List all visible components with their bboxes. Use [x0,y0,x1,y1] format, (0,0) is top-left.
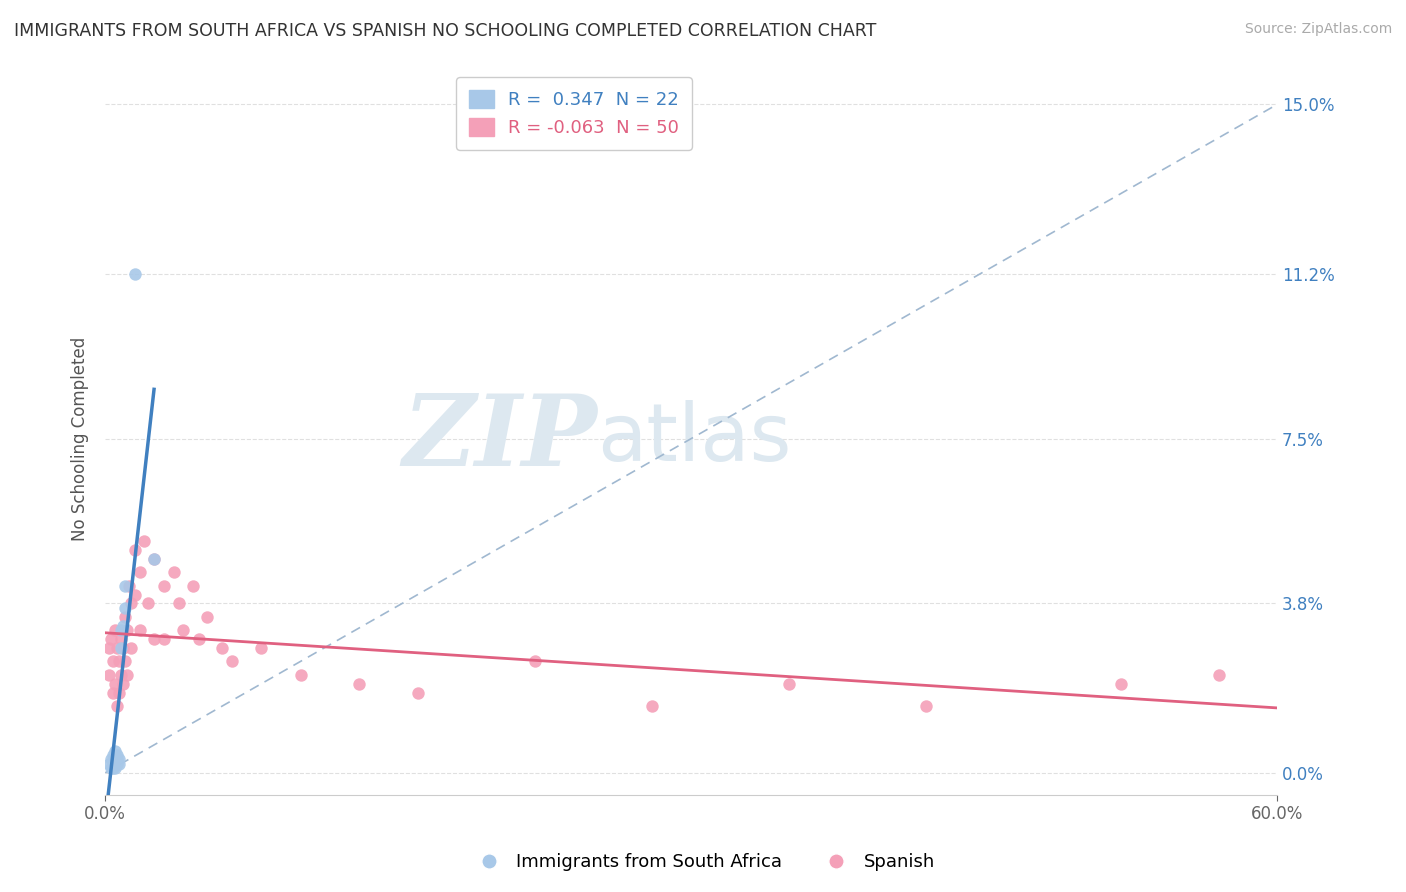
Point [124,543,146,558]
Point [110,624,132,638]
Point [211,640,233,655]
Point [641,698,664,713]
Text: atlas: atlas [598,400,792,477]
Point [104,743,127,757]
Point [105,752,128,766]
Point [114,601,136,615]
Point [105,640,128,655]
Point [195,610,218,624]
Text: ZIP: ZIP [402,391,598,487]
Point [115,624,138,638]
Point [1208,667,1230,681]
Point [172,624,194,638]
Point [221,654,243,668]
Point [100,761,122,775]
Legend: R =  0.347  N = 22, R = -0.063  N = 50: R = 0.347 N = 22, R = -0.063 N = 50 [456,77,692,150]
Point [114,654,136,668]
Point [101,747,124,762]
Point [129,566,152,580]
Point [406,685,429,699]
Point [129,624,152,638]
Point [101,761,124,775]
Point [100,632,122,646]
Y-axis label: No Schooling Completed: No Schooling Completed [72,336,89,541]
Point [100,752,122,766]
Point [114,579,136,593]
Point [124,267,146,281]
Point [153,579,176,593]
Point [111,676,134,690]
Point [114,610,136,624]
Point [110,632,132,646]
Point [188,632,211,646]
Point [1109,676,1132,690]
Point [101,654,124,668]
Point [523,654,546,668]
Point [104,624,127,638]
Point [98,667,121,681]
Point [111,619,134,633]
Point [105,747,128,762]
Point [104,752,127,766]
Point [143,552,166,566]
Point [162,566,184,580]
Point [101,685,124,699]
Point [104,756,127,771]
Point [108,752,131,766]
Legend: Immigrants from South Africa, Spanish: Immigrants from South Africa, Spanish [464,847,942,879]
Point [110,640,132,655]
Point [120,597,142,611]
Point [290,667,312,681]
Point [110,667,132,681]
Point [347,676,370,690]
Point [111,640,134,655]
Point [108,685,131,699]
Point [108,654,131,668]
Point [169,597,191,611]
Point [134,534,156,549]
Point [914,698,936,713]
Text: Source: ZipAtlas.com: Source: ZipAtlas.com [1244,22,1392,37]
Point [108,756,131,771]
Text: IMMIGRANTS FROM SOUTH AFRICA VS SPANISH NO SCHOOLING COMPLETED CORRELATION CHART: IMMIGRANTS FROM SOUTH AFRICA VS SPANISH … [14,22,876,40]
Point [153,632,176,646]
Point [778,676,800,690]
Point [98,640,121,655]
Point [181,579,204,593]
Point [115,667,138,681]
Point [124,588,146,602]
Point [105,698,128,713]
Point [98,756,121,771]
Point [250,640,273,655]
Point [143,632,166,646]
Point [104,676,127,690]
Point [101,756,124,771]
Point [105,756,128,771]
Point [118,579,141,593]
Point [136,597,159,611]
Point [104,761,127,775]
Point [143,552,166,566]
Point [120,640,142,655]
